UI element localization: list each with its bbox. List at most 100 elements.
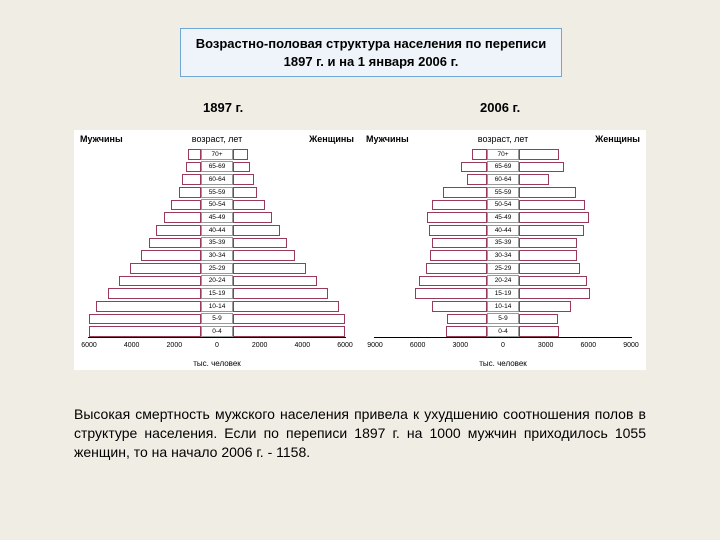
age-label: 5-9 bbox=[201, 313, 233, 324]
age-label: 70+ bbox=[201, 149, 233, 160]
bar-male bbox=[179, 187, 201, 198]
age-label: 15-19 bbox=[487, 288, 519, 299]
age-row: 15-19 bbox=[374, 287, 632, 300]
bar-female bbox=[233, 187, 257, 198]
age-label: 30-34 bbox=[487, 250, 519, 261]
xtick: 6000 bbox=[410, 342, 426, 349]
bar-female bbox=[233, 301, 339, 312]
page-title: Возрастно-половая структура населения по… bbox=[196, 36, 547, 69]
bar-female bbox=[519, 187, 576, 198]
bar-male bbox=[149, 238, 201, 249]
bar-male bbox=[89, 314, 201, 325]
xtick: 0 bbox=[215, 342, 219, 349]
bar-female bbox=[233, 238, 287, 249]
bar-male bbox=[119, 276, 201, 287]
xtick: 3000 bbox=[453, 342, 469, 349]
bar-female bbox=[519, 200, 585, 211]
bar-female bbox=[519, 162, 564, 173]
bars-area-2006: 70+65-69 60-64 55-5950-5445-4940-4435-39 30… bbox=[374, 148, 632, 338]
bar-male bbox=[432, 200, 487, 211]
bar-male bbox=[89, 326, 201, 337]
age-row: 45-49 bbox=[374, 211, 632, 224]
bar-female bbox=[519, 263, 580, 274]
xaxis-2006: 9000600030000300060009000 bbox=[374, 340, 632, 354]
bar-female bbox=[233, 288, 328, 299]
bar-male bbox=[182, 174, 201, 185]
xtick: 9000 bbox=[623, 342, 639, 349]
bars-area-1897: 70+65-6960-64 55-5950-54 45-49 40-4435-39 30… bbox=[88, 148, 346, 338]
age-label: 15-19 bbox=[201, 288, 233, 299]
age-row: 25-29 bbox=[88, 262, 346, 275]
age-label: 35-39 bbox=[487, 237, 519, 248]
bar-female bbox=[233, 225, 280, 236]
slide: Возрастно-половая структура населения по… bbox=[0, 0, 720, 540]
age-label: 60-64 bbox=[201, 174, 233, 185]
age-row: 45-49 bbox=[88, 211, 346, 224]
age-row: 65-69 bbox=[88, 161, 346, 174]
age-row: 65-69 bbox=[374, 161, 632, 174]
age-row: 70+ bbox=[88, 148, 346, 161]
age-row: 40-44 bbox=[88, 224, 346, 237]
bar-female bbox=[233, 276, 317, 287]
age-label: 45-49 bbox=[201, 212, 233, 223]
age-row: 60-64 bbox=[374, 173, 632, 186]
xtick: 6000 bbox=[337, 342, 353, 349]
bar-male bbox=[130, 263, 201, 274]
xtick: 6000 bbox=[81, 342, 97, 349]
title-box: Возрастно-половая структура населения по… bbox=[180, 28, 562, 77]
age-row: 20-24 bbox=[374, 275, 632, 288]
caption-text: Высокая смертность мужского населения пр… bbox=[74, 405, 646, 462]
age-label: 30-34 bbox=[201, 250, 233, 261]
age-row: 40-44 bbox=[374, 224, 632, 237]
bar-male bbox=[415, 288, 487, 299]
age-row: 35-39 bbox=[374, 237, 632, 250]
bar-male bbox=[443, 187, 487, 198]
bar-female bbox=[233, 174, 254, 185]
bar-female bbox=[233, 250, 295, 261]
label-men: Мужчины bbox=[80, 134, 123, 144]
age-row: 55-59 bbox=[374, 186, 632, 199]
age-label: 50-54 bbox=[487, 199, 519, 210]
age-label: 40-44 bbox=[487, 225, 519, 236]
bar-male bbox=[430, 250, 487, 261]
age-label: 10-14 bbox=[201, 301, 233, 312]
xtick: 2000 bbox=[252, 342, 268, 349]
age-label: 25-29 bbox=[487, 263, 519, 274]
age-label: 35-39 bbox=[201, 237, 233, 248]
age-row: 50-54 bbox=[88, 199, 346, 212]
age-row: 35-39 bbox=[88, 237, 346, 250]
bar-female bbox=[233, 326, 345, 337]
bar-female bbox=[519, 212, 589, 223]
bar-female bbox=[519, 288, 590, 299]
age-row: 15-19 bbox=[88, 287, 346, 300]
label-women: Женщины bbox=[595, 134, 640, 144]
bar-female bbox=[233, 200, 265, 211]
bar-male bbox=[427, 212, 487, 223]
age-label: 0-4 bbox=[487, 326, 519, 337]
label-women: Женщины bbox=[309, 134, 354, 144]
bar-male bbox=[472, 149, 487, 160]
bar-female bbox=[519, 238, 577, 249]
age-label: 55-59 bbox=[201, 187, 233, 198]
xaxis-1897: 6000400020000200040006000 bbox=[88, 340, 346, 354]
xtick: 0 bbox=[501, 342, 505, 349]
xtick: 9000 bbox=[367, 342, 383, 349]
label-age: возраст, лет bbox=[478, 134, 528, 144]
charts-container: Мужчины возраст, лет Женщины 70+65-6960-… bbox=[74, 130, 646, 370]
age-label: 55-59 bbox=[487, 187, 519, 198]
bar-male bbox=[467, 174, 487, 185]
bar-male bbox=[419, 276, 487, 287]
age-label: 70+ bbox=[487, 149, 519, 160]
age-row: 10-14 bbox=[88, 300, 346, 313]
bar-male bbox=[171, 200, 201, 211]
xtick: 2000 bbox=[167, 342, 183, 349]
bar-female bbox=[233, 149, 248, 160]
bar-male bbox=[156, 225, 201, 236]
bar-female bbox=[519, 326, 559, 337]
xaxis-unit-2006: тыс. человек bbox=[479, 359, 527, 368]
age-label: 50-54 bbox=[201, 199, 233, 210]
age-label: 40-44 bbox=[201, 225, 233, 236]
age-label: 65-69 bbox=[487, 161, 519, 172]
bar-female bbox=[519, 174, 549, 185]
age-label: 60-64 bbox=[487, 174, 519, 185]
